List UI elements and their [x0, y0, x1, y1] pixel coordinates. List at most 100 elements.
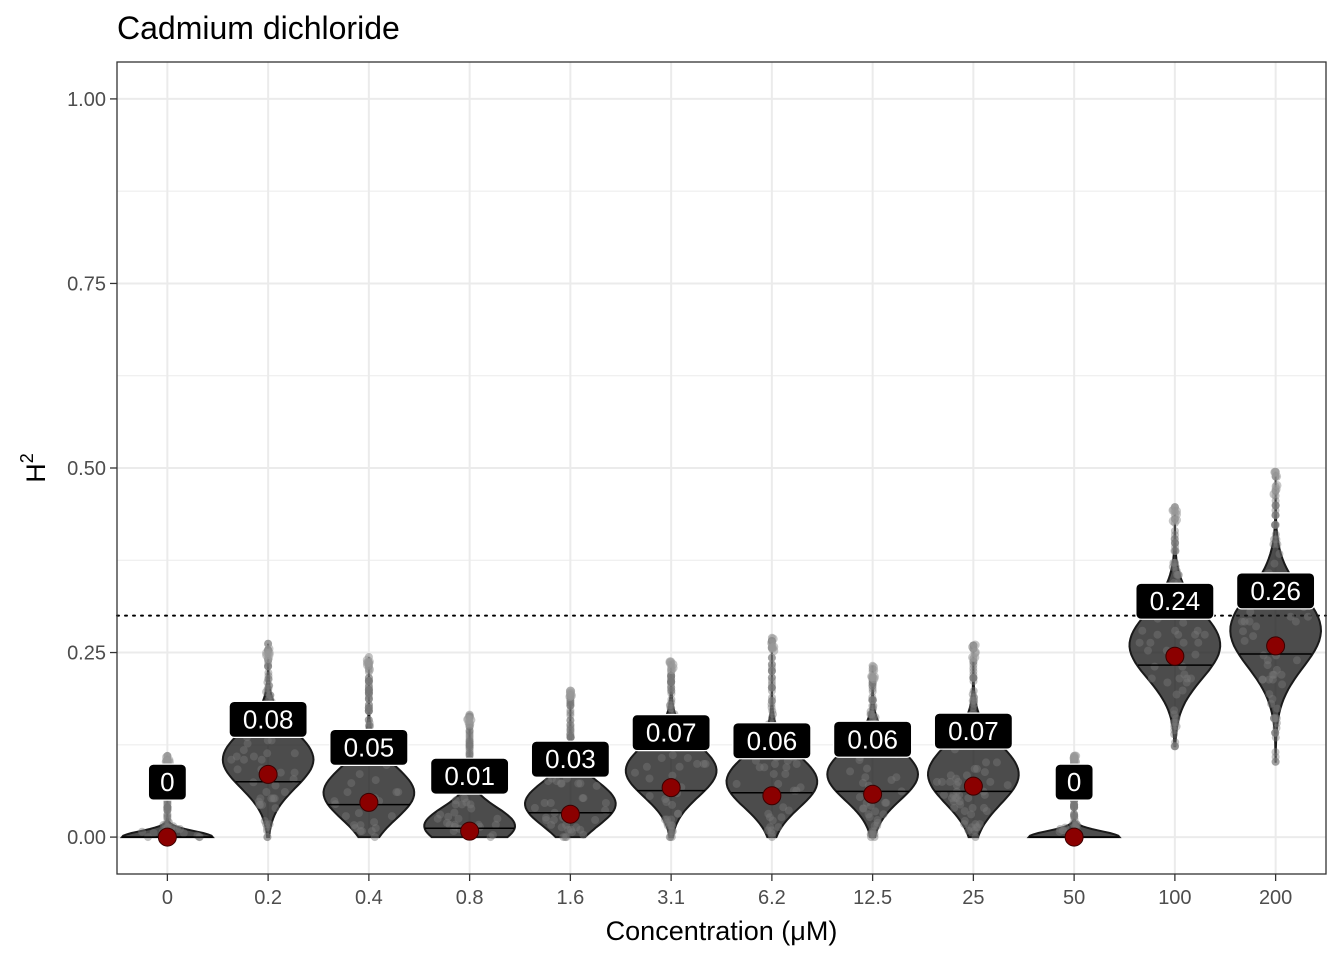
jitter-point — [1003, 781, 1012, 790]
jitter-point — [667, 675, 676, 683]
jitter-point — [982, 807, 991, 816]
jitter-point — [980, 768, 989, 777]
jitter-point — [846, 767, 855, 776]
jitter-point — [1072, 820, 1081, 829]
jitter-point — [356, 827, 365, 836]
jitter-point — [163, 810, 172, 819]
point-estimate — [1064, 827, 1084, 847]
jitter-point — [365, 719, 374, 727]
jitter-point — [364, 695, 373, 703]
jitter-point — [547, 820, 556, 829]
jitter-point — [364, 680, 373, 688]
jitter-point — [169, 822, 178, 831]
jitter-point — [1193, 626, 1202, 635]
jitter-point — [163, 816, 172, 825]
jitter-point — [767, 683, 776, 692]
jitter-point — [1269, 540, 1278, 549]
jitter-point — [163, 803, 172, 812]
jitter-point — [566, 730, 575, 739]
jitter-point — [572, 823, 581, 832]
jitter-point — [1170, 710, 1179, 719]
jitter-point — [666, 833, 675, 842]
jitter-point — [1272, 719, 1281, 728]
jitter-point — [1271, 733, 1280, 742]
jitter-point — [971, 833, 980, 842]
jitter-point — [949, 790, 958, 799]
jitter-point — [768, 706, 777, 715]
jitter-point — [873, 818, 882, 827]
jitter-point — [767, 683, 776, 692]
jitter-point — [645, 774, 654, 783]
jitter-point — [566, 725, 575, 734]
jitter-point — [557, 823, 566, 832]
jitter-point — [465, 743, 474, 752]
jitter-point — [1170, 726, 1179, 735]
jitter-point — [465, 741, 474, 750]
jitter-point — [666, 821, 674, 830]
jitter-point — [674, 809, 683, 818]
jitter-point — [566, 708, 575, 717]
jitter-point — [465, 731, 474, 739]
jitter-point — [364, 689, 373, 697]
jitter-point — [869, 665, 879, 675]
jitter-point — [163, 803, 172, 812]
jitter-point — [1171, 742, 1179, 751]
jitter-point — [1271, 520, 1280, 529]
x-tick-label: 25 — [962, 887, 984, 909]
jitter-point — [1056, 825, 1065, 833]
jitter-point — [454, 814, 463, 823]
jitter-point — [568, 828, 577, 837]
point-estimate — [1266, 636, 1286, 656]
jitter-point — [1070, 800, 1079, 809]
x-tick-label: 0.2 — [254, 887, 282, 909]
jitter-point — [946, 777, 954, 786]
jitter-point — [1263, 661, 1272, 670]
jitter-point — [982, 758, 990, 767]
jitter-point — [264, 675, 273, 684]
jitter-point — [557, 779, 566, 788]
violin-group — [1229, 467, 1323, 766]
jitter-points — [932, 640, 1012, 842]
jitter-point — [549, 816, 558, 824]
jitter-point — [364, 677, 373, 685]
jitter-point — [175, 825, 184, 833]
jitter-point — [445, 820, 454, 829]
jitter-point — [370, 833, 379, 842]
jitter-point — [668, 827, 677, 836]
jitter-point — [792, 760, 801, 768]
value-label-text: 0.01 — [444, 761, 495, 791]
jitter-point — [855, 793, 864, 802]
jitter-point — [364, 677, 373, 685]
jitter-point — [667, 821, 676, 830]
jitter-point — [667, 833, 676, 842]
jitter-point — [366, 722, 375, 730]
jitter-point — [465, 735, 474, 744]
jitter-point — [451, 796, 460, 805]
jitter-point — [264, 662, 272, 671]
jitter-point — [263, 833, 272, 842]
jitter-point — [1273, 540, 1282, 549]
jitter-point — [1171, 718, 1180, 727]
jitter-point — [663, 818, 671, 827]
jitter-point — [465, 739, 474, 748]
jitter-point — [1271, 496, 1280, 505]
jitter-point — [450, 820, 459, 829]
jitter-point — [364, 704, 373, 712]
jitter-point — [666, 827, 675, 836]
jitter-point — [866, 707, 875, 716]
jitter-point — [767, 703, 776, 712]
jitter-point — [1271, 501, 1280, 510]
jitter-point — [868, 681, 877, 690]
jitter-point — [450, 808, 459, 817]
jitter-point — [870, 830, 879, 839]
jitter-point — [855, 756, 864, 764]
jitter-point — [1172, 722, 1181, 731]
jitter-point — [755, 763, 764, 772]
jitter-point — [364, 683, 373, 691]
jitter-point — [665, 658, 675, 668]
jitter-point — [433, 814, 442, 823]
jitter-point — [767, 643, 777, 652]
jitter-point — [1170, 527, 1179, 535]
jitter-point — [642, 762, 651, 771]
value-label-box — [530, 740, 610, 778]
